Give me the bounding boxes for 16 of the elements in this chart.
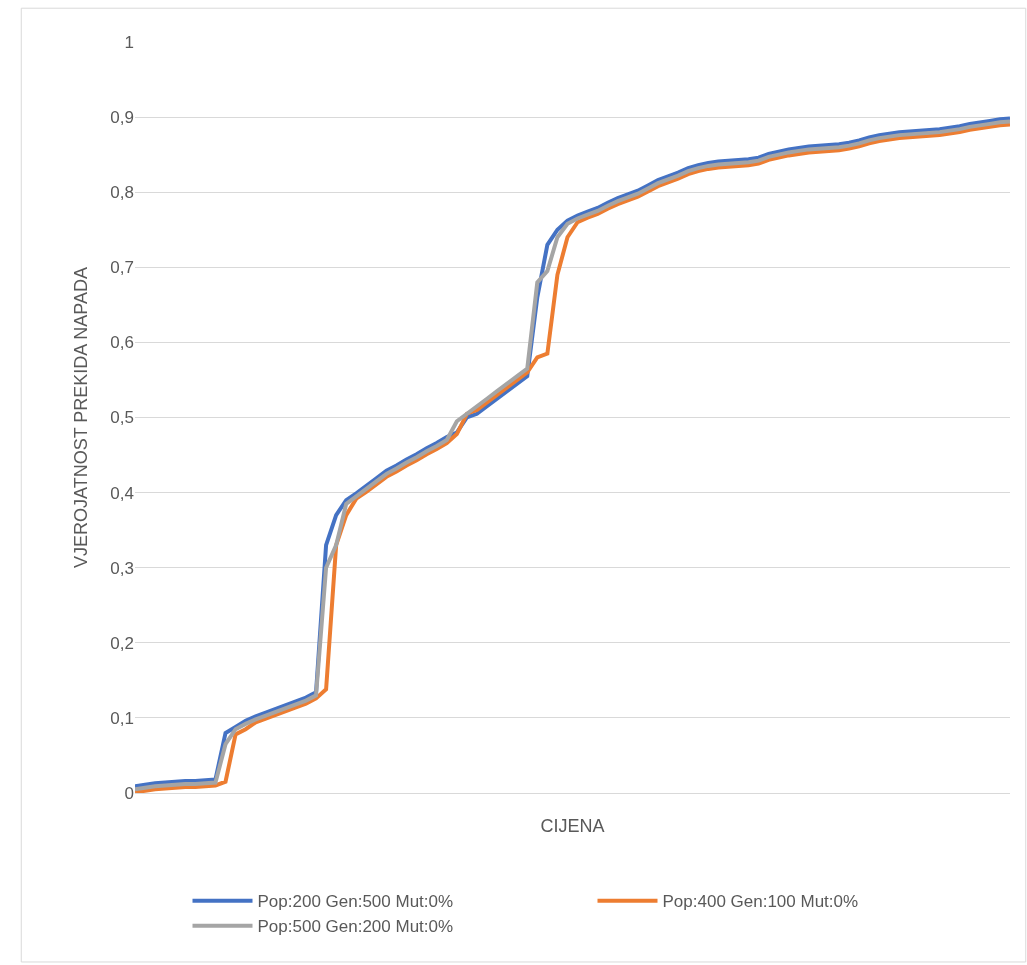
y-tick-label: 0,5: [110, 408, 134, 428]
y-tick-label: 0,3: [110, 558, 134, 578]
legend-label: Pop:400 Gen:100 Mut:0%: [662, 892, 859, 912]
y-tick-label: 0,7: [110, 258, 134, 278]
legend-label: Pop:200 Gen:500 Mut:0%: [257, 892, 454, 912]
y-tick-label: 0,1: [110, 708, 134, 728]
y-tick-label: 0,8: [110, 183, 134, 203]
y-axis-title: VJEROJATNOST PREKIDA NAPADA: [70, 266, 91, 569]
y-tick-label: 0,9: [110, 108, 134, 128]
y-tick-label: 0: [124, 783, 134, 803]
y-tick-label: 0,6: [110, 333, 134, 353]
legend-label: Pop:500 Gen:200 Mut:0%: [257, 917, 454, 937]
y-tick-label: 0,4: [110, 483, 134, 503]
y-tick-label: 0,2: [110, 633, 134, 653]
x-axis-title: CIJENA: [540, 815, 605, 836]
y-tick-label: 1: [124, 32, 134, 52]
